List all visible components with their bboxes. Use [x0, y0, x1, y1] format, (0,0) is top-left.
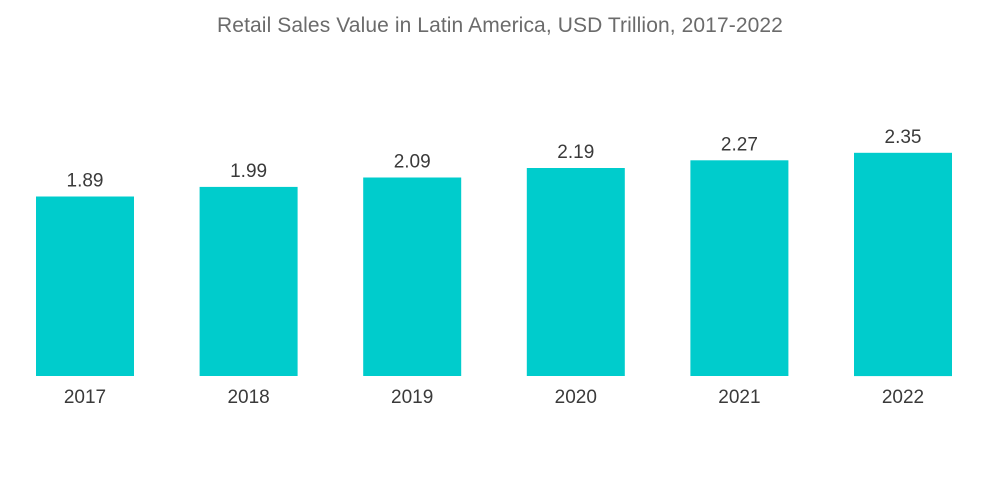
value-label-2022: 2.35 [885, 127, 922, 148]
x-tick-label-2018: 2018 [227, 387, 269, 408]
x-tick-label-2019: 2019 [391, 387, 433, 408]
bar-2021 [690, 160, 789, 376]
x-tick-label-2017: 2017 [64, 387, 106, 408]
value-label-2018: 1.99 [230, 161, 267, 182]
bar-2022 [854, 152, 952, 377]
bar-2017 [36, 196, 134, 376]
x-tick-label-2022: 2022 [882, 387, 924, 408]
value-label-2021: 2.27 [721, 134, 758, 155]
bar-2020 [526, 168, 625, 376]
value-label-2019: 2.09 [394, 152, 431, 173]
chart-title: Retail Sales Value in Latin America, USD… [217, 14, 783, 37]
value-label-2017: 1.89 [67, 171, 104, 192]
x-tick-label-2021: 2021 [718, 387, 760, 408]
x-tick-label-2020: 2020 [555, 387, 597, 408]
bar-2018 [199, 186, 298, 376]
bar-2019 [363, 177, 462, 376]
value-label-2020: 2.19 [557, 142, 594, 163]
